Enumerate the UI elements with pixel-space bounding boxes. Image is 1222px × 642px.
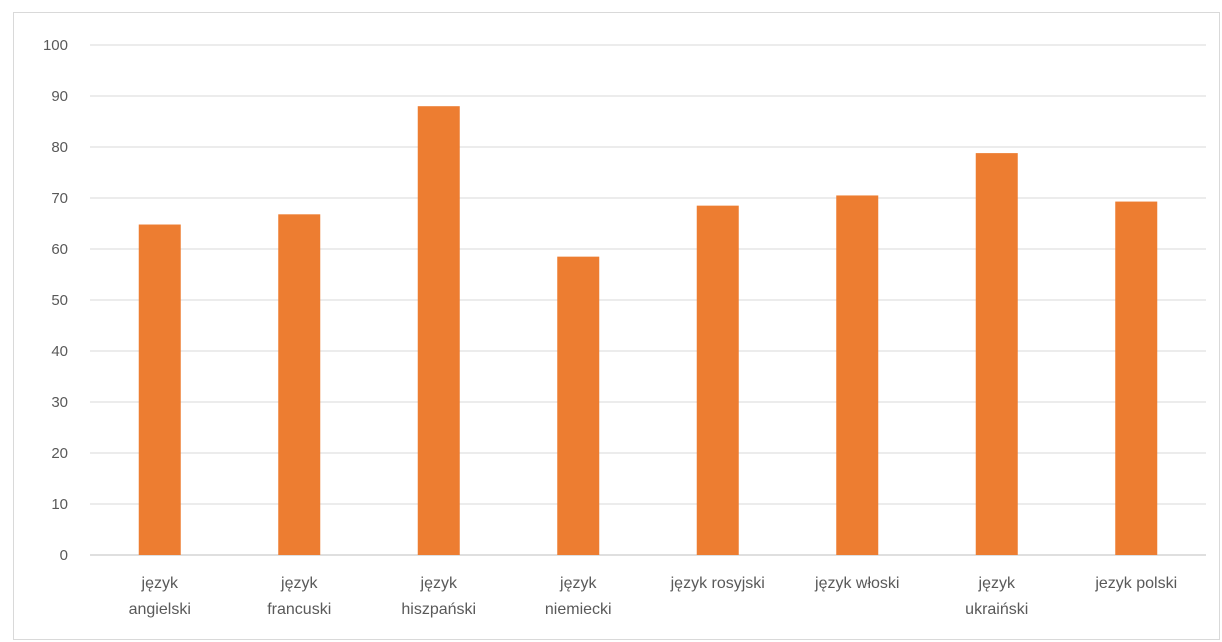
bar [975,153,1018,555]
y-tick-label: 10 [51,496,68,513]
x-tick-label: język rosyjski [670,575,765,592]
y-tick-label: 70 [51,190,68,207]
x-tick-label-line: francuski [267,601,331,618]
x-tick-label: język hiszpański [401,575,476,618]
y-tick-label: 30 [51,394,68,411]
x-tick-label-line: język włoski [814,575,899,592]
x-tick-label: język włoski [814,575,899,592]
chart-area [13,12,1220,640]
x-tick-label: język ukraiński [965,575,1028,618]
y-tick-label: 40 [51,343,68,360]
bar [417,106,460,555]
x-tick-label-line: język [978,575,1016,592]
y-tick-label: 50 [51,292,68,309]
gridlines [90,44,1206,556]
y-tick-label: 60 [51,241,68,258]
x-tick-label: język francuski [267,575,331,618]
x-tick-label-line: niemiecki [545,601,612,618]
y-tick-label: 20 [51,445,68,462]
bar [696,205,739,555]
y-tick-label: 90 [51,88,68,105]
x-tick-label-line: język [280,575,318,592]
x-tick-label-line: angielski [129,601,191,618]
x-tick-label-line: język [420,575,458,592]
bar [557,256,600,555]
y-tick-label: 0 [60,547,68,564]
x-tick-label: język angielski [129,575,191,618]
x-tick-label: język niemiecki [545,575,612,618]
x-tick-label-line: język [141,575,179,592]
bar [836,195,879,555]
bar [278,214,321,555]
x-tick-label-line: hiszpański [401,601,476,618]
x-tick-label-line: język [559,575,597,592]
bar [1115,201,1158,555]
y-tick-label: 100 [43,37,68,54]
x-tick-label-line: ukraiński [965,601,1028,618]
bars [138,106,1158,555]
x-tick-label: jezyk polski [1094,575,1177,592]
x-tick-label-line: jezyk polski [1094,575,1177,592]
bar [138,224,181,555]
y-axis: 0 10 20 30 40 50 60 70 80 90 100 [43,37,68,564]
y-tick-label: 80 [51,139,68,156]
x-axis: język angielski język francuski język hiszpań… [129,575,1178,618]
x-tick-label-line: język rosyjski [670,575,765,592]
